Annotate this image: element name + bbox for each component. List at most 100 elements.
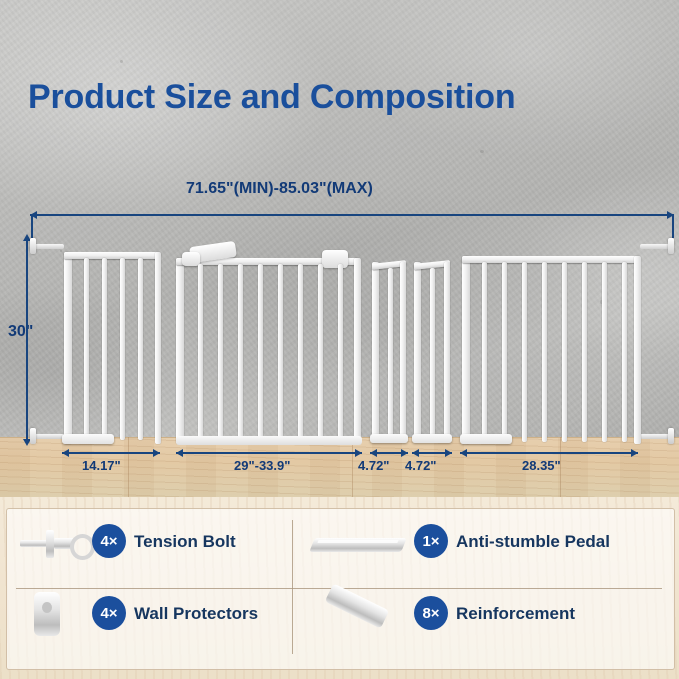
gate-bar — [155, 252, 161, 444]
gate-bar — [602, 262, 607, 442]
segment-line-2 — [176, 452, 362, 454]
door-top-rail — [176, 258, 360, 265]
height-dimension-arrow-up — [23, 234, 31, 241]
gate-bar — [622, 262, 627, 442]
top-dimension-tick-right — [672, 214, 674, 238]
top-dimension-tick-left — [31, 214, 33, 238]
extension-foot-a — [370, 434, 408, 443]
right-panel-post-left — [462, 256, 470, 444]
parts-panel-vertical-divider — [292, 520, 293, 654]
segment-line-3 — [370, 452, 408, 454]
part-name-wall-protectors: Wall Protectors — [134, 604, 259, 623]
segment-label-4: 4.72" — [405, 458, 437, 473]
gate-bar — [138, 258, 143, 440]
floor-seam — [352, 437, 353, 497]
segment-arrow-right-5 — [631, 449, 638, 457]
door-post-left — [176, 258, 184, 444]
page-title: Product Size and Composition — [28, 78, 516, 116]
top-dimension-arrow-left — [30, 211, 37, 219]
part-name-anti-stumble-pedal: Anti-stumble Pedal — [456, 532, 610, 551]
tension-bolt-icon — [18, 522, 95, 566]
gate-bar — [278, 264, 283, 440]
height-dimension-arrow-down — [23, 439, 31, 446]
tension-bolt-cap-top-left — [30, 238, 36, 254]
top-dimension-line — [30, 214, 674, 216]
gate-bar — [562, 262, 567, 442]
extension-post-a-right — [400, 262, 406, 442]
gate-bar — [120, 258, 125, 440]
segment-arrow-right-2 — [355, 449, 362, 457]
door-post-right — [354, 258, 361, 444]
gate-bar — [388, 268, 393, 442]
segment-arrow-left-4 — [412, 449, 419, 457]
concrete-wall-background — [0, 0, 679, 437]
gate-bar — [502, 262, 507, 442]
gate-base-foot-left — [62, 434, 114, 444]
gate-bar — [582, 262, 587, 442]
segment-label-1: 14.17" — [82, 458, 121, 473]
tension-bolt-top-right — [640, 244, 674, 249]
top-dimension-arrow-right — [667, 211, 674, 219]
part-name-reinforcement: Reinforcement — [456, 604, 576, 623]
segment-line-4 — [412, 452, 452, 454]
part-name-tension-bolt: Tension Bolt — [134, 532, 236, 551]
door-latch-block — [322, 250, 348, 268]
segment-label-5: 28.35" — [522, 458, 561, 473]
gate-frame-post-left — [64, 252, 72, 444]
segment-arrow-left-2 — [176, 449, 183, 457]
gate-top-rail-1 — [64, 252, 160, 259]
gate-bar — [218, 264, 223, 440]
extension-post-a-left — [372, 262, 379, 442]
reinforcement-icon — [322, 583, 402, 640]
wall-speck — [480, 150, 484, 153]
tension-bolt-cap-bottom-left — [30, 428, 36, 444]
wall-speck — [60, 250, 62, 252]
gate-bar — [84, 258, 89, 440]
segment-label-3: 4.72" — [358, 458, 390, 473]
extension-foot-b — [412, 434, 452, 443]
wall-speck — [600, 300, 603, 304]
gate-bar — [258, 264, 263, 440]
height-dimension-line — [26, 240, 28, 440]
floor-seam — [560, 437, 561, 497]
gate-bar — [522, 262, 527, 442]
gate-base-foot-right — [460, 434, 512, 444]
top-dimension-label: 71.65"(MIN)-85.03"(MAX) — [186, 180, 373, 197]
segment-arrow-right-4 — [445, 449, 452, 457]
gate-bar — [542, 262, 547, 442]
extension-post-b-right — [444, 262, 450, 442]
gate-bar — [318, 264, 323, 440]
right-panel-post-right — [634, 256, 641, 444]
floor-seam — [128, 437, 129, 497]
anti-stumble-pedal-bar — [176, 436, 362, 445]
gate-bar — [238, 264, 243, 440]
segment-line-5 — [460, 452, 638, 454]
gate-bar — [298, 264, 303, 440]
door-hinge-block — [182, 252, 200, 266]
tension-bolt-bottom-right — [640, 434, 674, 439]
tension-bolt-cap-top-right — [668, 238, 674, 254]
tension-bolt-cap-bottom-right — [668, 428, 674, 444]
segment-arrow-right-3 — [401, 449, 408, 457]
segment-line-1 — [62, 452, 160, 454]
right-panel-top-rail — [462, 256, 640, 263]
segment-arrow-left-1 — [62, 449, 69, 457]
part-quantity-badge: 1× — [414, 524, 448, 558]
segment-arrow-right-1 — [153, 449, 160, 457]
segment-label-2: 29"-33.9" — [234, 458, 291, 473]
wall-speck — [120, 60, 123, 63]
gate-bar — [198, 264, 203, 440]
height-dimension-label: 30" — [8, 323, 34, 340]
part-quantity-badge: 4× — [92, 596, 126, 630]
gate-bar — [102, 258, 107, 440]
gate-bar — [482, 262, 487, 442]
gate-bar — [430, 268, 435, 442]
tension-bolt-top-left — [30, 244, 64, 249]
wall-protector-icon — [30, 588, 70, 640]
segment-arrow-left-3 — [370, 449, 377, 457]
part-quantity-badge: 4× — [92, 524, 126, 558]
tension-bolt-bottom-left — [30, 434, 64, 439]
segment-arrow-left-5 — [460, 449, 467, 457]
extension-post-b-left — [414, 262, 421, 442]
